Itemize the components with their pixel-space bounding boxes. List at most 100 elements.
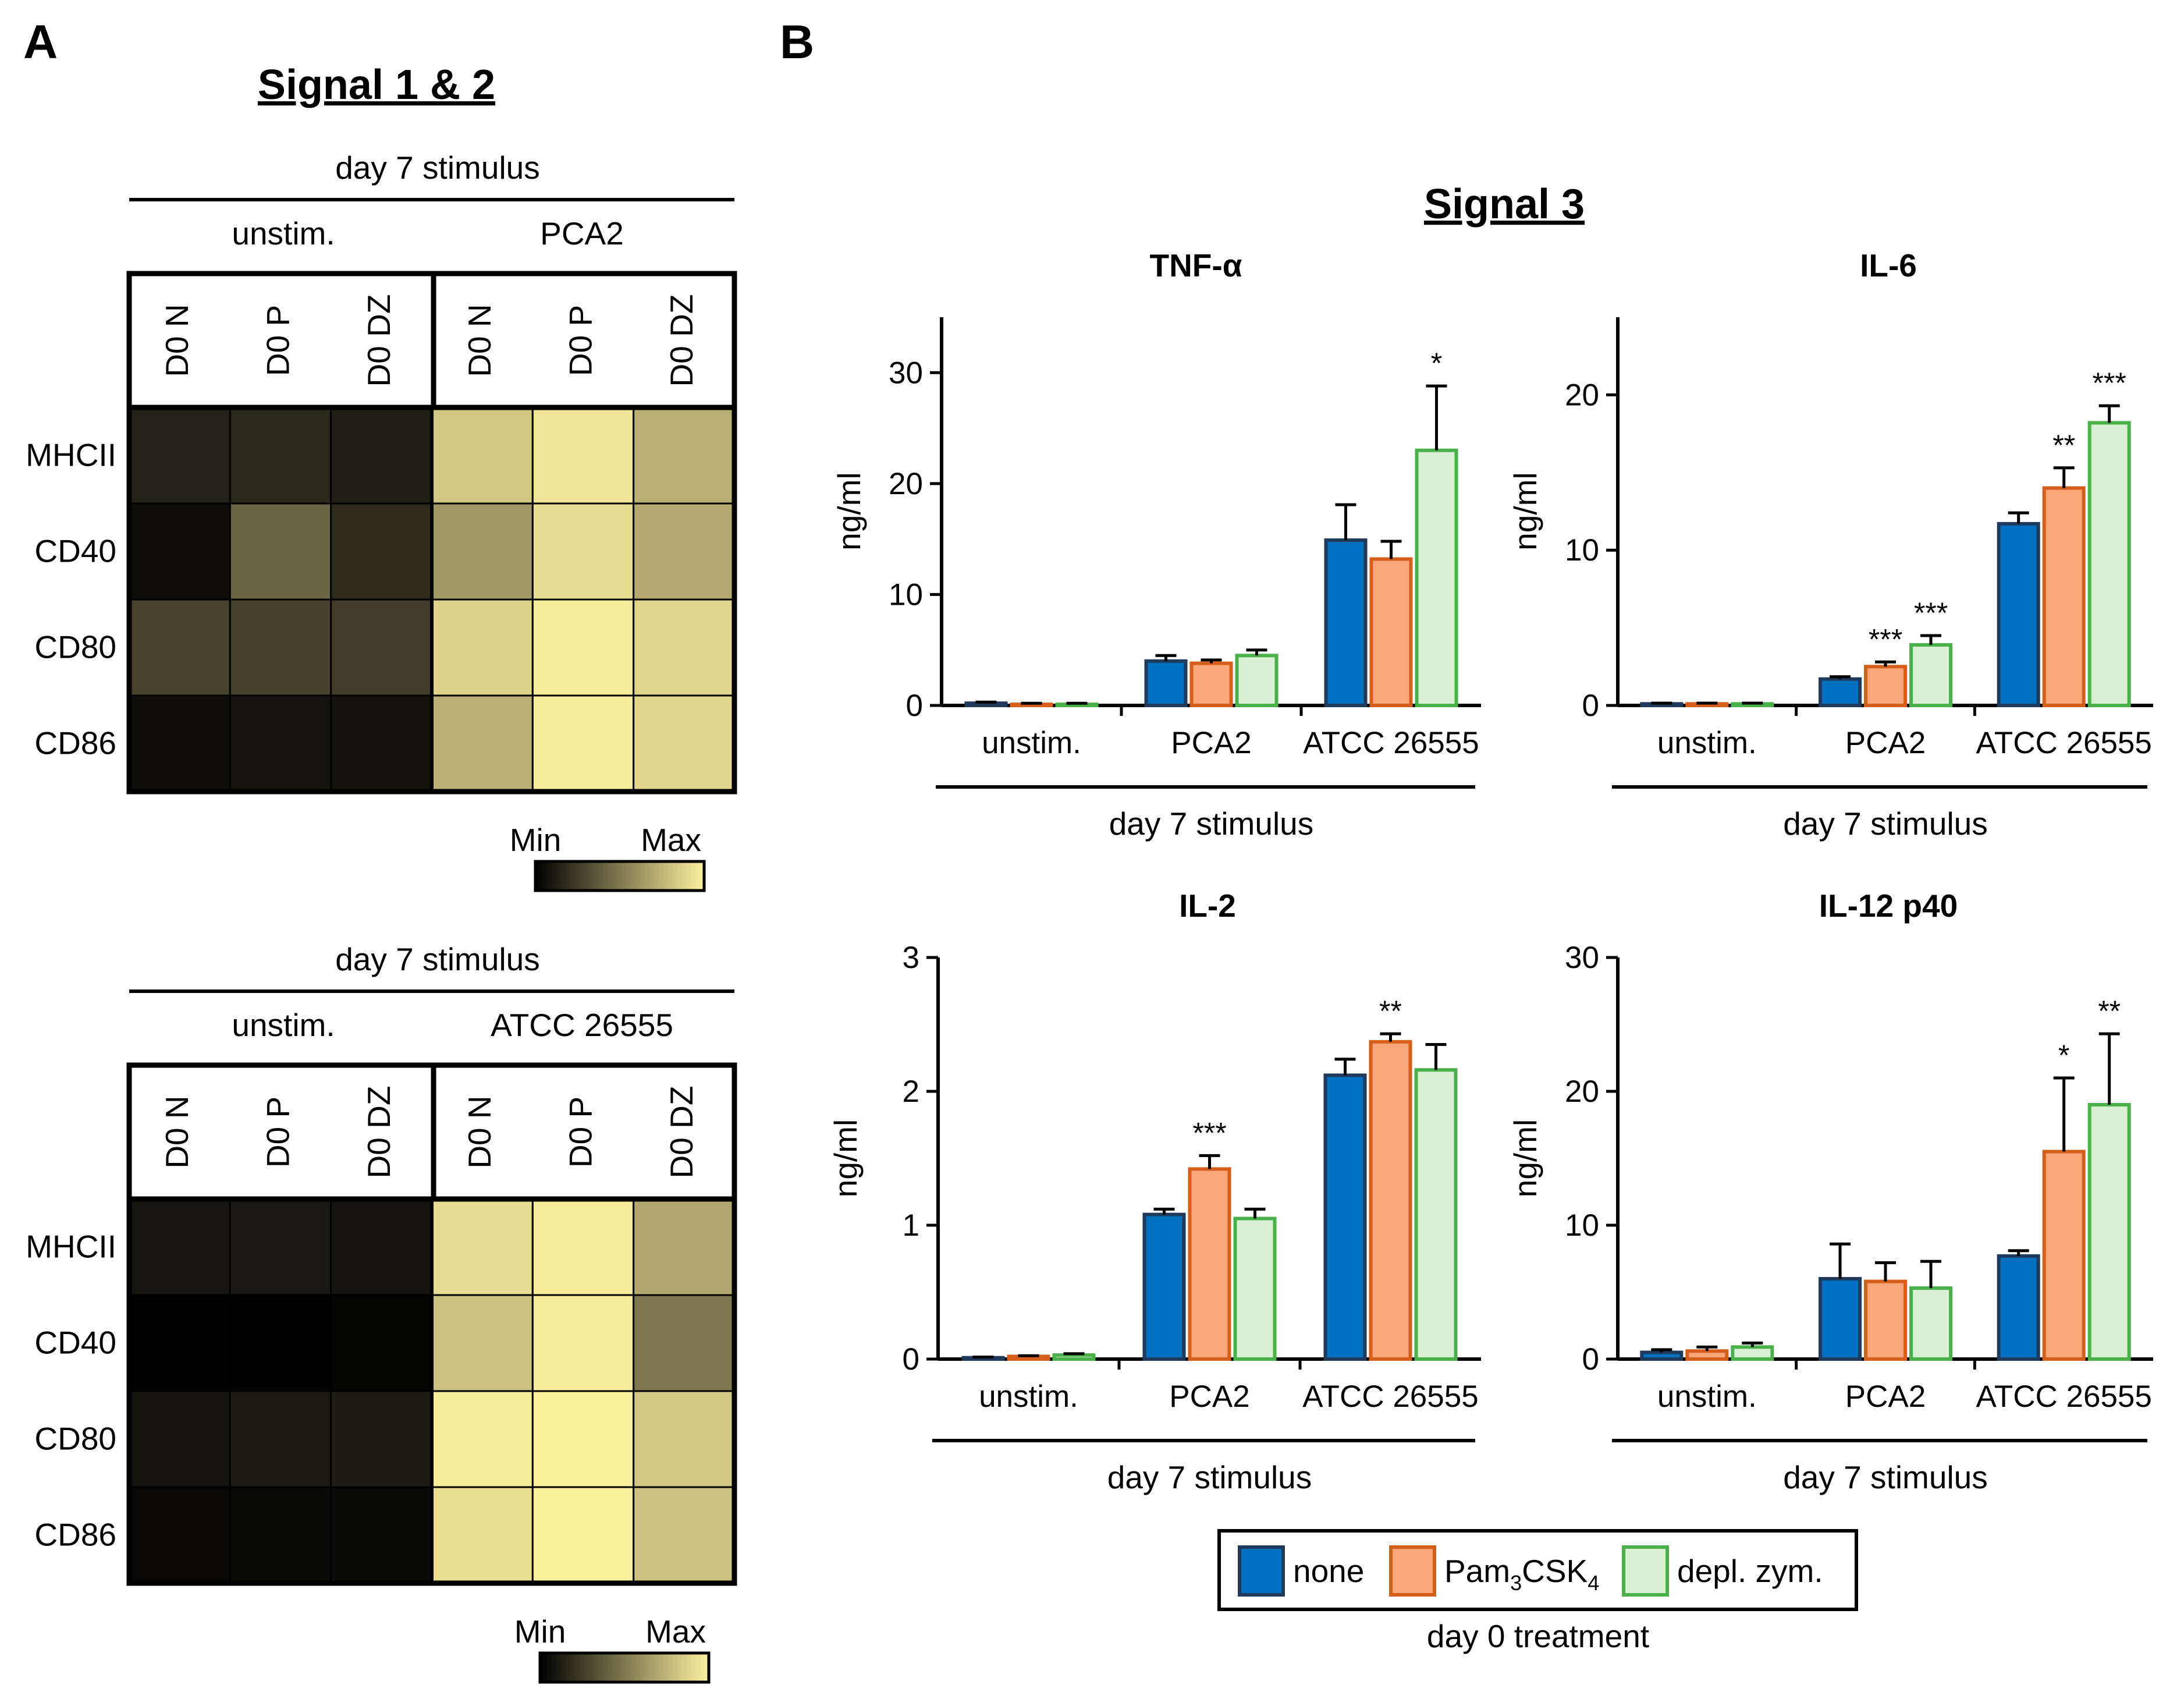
heatmap-cell bbox=[431, 1294, 534, 1392]
bar bbox=[1189, 661, 1233, 708]
colorbar bbox=[534, 860, 706, 892]
heatmap-row-label: CD40 bbox=[34, 533, 116, 569]
signal3-title: Signal 3 bbox=[1424, 181, 1585, 228]
y-tick-label: 10 bbox=[1565, 1208, 1599, 1243]
bar bbox=[1415, 448, 1458, 708]
heatmap-cell bbox=[633, 1486, 736, 1584]
significance-marker: *** bbox=[2092, 367, 2126, 399]
heatmap-cell bbox=[531, 406, 635, 505]
bar-chart-4: IL-12 p40 0 10 20 30 ng/ml unstim. PCA2 ATCC 265… bbox=[1507, 888, 2153, 1495]
panel-label-a: A bbox=[23, 16, 58, 69]
colorbar-max-label: Max bbox=[641, 822, 701, 858]
heatmap-cell bbox=[229, 694, 332, 793]
legend-box bbox=[1217, 1529, 1858, 1611]
heatmap-cell bbox=[633, 598, 736, 697]
heatmap-cell bbox=[128, 598, 231, 697]
heatmap-cell bbox=[531, 502, 635, 601]
heatmap-cell bbox=[229, 406, 332, 505]
legend-label-pam3csk4: Pam3CSK4 bbox=[1444, 1553, 1599, 1595]
heatmap-cell bbox=[128, 502, 231, 601]
y-axis-label: ng/ml bbox=[1507, 472, 1543, 551]
heatmap-row-label: CD86 bbox=[34, 1517, 116, 1553]
bar bbox=[1235, 654, 1279, 707]
heatmap-cell bbox=[633, 502, 736, 601]
x-tick-label: ATCC 26555 bbox=[1976, 726, 2151, 760]
significance-marker: *** bbox=[1192, 1116, 1226, 1149]
heatmap-column-label: D0 DZ bbox=[361, 1086, 397, 1179]
significance-marker: ** bbox=[2052, 429, 2075, 462]
legend-label-depl-zym: depl. zym. bbox=[1677, 1553, 1823, 1589]
heatmap-cell bbox=[229, 1198, 332, 1296]
bar bbox=[1052, 1353, 1096, 1361]
heatmap-cell bbox=[229, 1486, 332, 1584]
bar bbox=[1188, 1167, 1231, 1361]
y-tick-label: 0 bbox=[903, 1342, 919, 1377]
heatmap-cell bbox=[633, 406, 736, 505]
y-tick-label: 20 bbox=[1565, 378, 1599, 412]
heatmap-cell bbox=[431, 598, 534, 697]
chart-title: IL-2 bbox=[1179, 888, 1236, 924]
y-axis-label: ng/ml bbox=[1507, 1119, 1543, 1198]
y-tick-label: 30 bbox=[889, 356, 923, 390]
heatmap-cell bbox=[128, 1198, 231, 1296]
heatmap-column-label: D0 N bbox=[159, 1095, 195, 1168]
heatmap-cell bbox=[633, 1390, 736, 1488]
chart-title: IL-12 p40 bbox=[1819, 888, 1958, 924]
x-tick-label: unstim. bbox=[1657, 1379, 1757, 1414]
bar bbox=[1909, 1286, 1952, 1361]
heatmap-group-label: ATCC 26555 bbox=[491, 1007, 673, 1043]
colorbar-min-label: Min bbox=[510, 822, 562, 858]
heatmap-cell bbox=[431, 1198, 534, 1296]
heatmap-column-label: D0 DZ bbox=[663, 1086, 699, 1179]
x-tick-label: PCA2 bbox=[1169, 1379, 1249, 1414]
bar bbox=[1142, 1212, 1186, 1361]
heatmap-row-label: CD40 bbox=[34, 1325, 116, 1361]
heatmap-column-label: D0 N bbox=[159, 304, 195, 377]
significance-marker: ** bbox=[2098, 995, 2121, 1027]
heatmap-cell bbox=[330, 406, 433, 505]
y-tick-label: 0 bbox=[1582, 1342, 1599, 1377]
heatmap-cell bbox=[229, 502, 332, 601]
bar bbox=[1685, 1349, 1729, 1361]
heatmap-cell bbox=[431, 406, 534, 505]
y-axis-label: ng/ml bbox=[828, 1119, 864, 1198]
heatmap-title: day 7 stimulus bbox=[335, 941, 540, 977]
heatmap-column-label: D0 P bbox=[260, 1097, 296, 1168]
bar bbox=[2087, 1103, 2131, 1361]
bar bbox=[1414, 1068, 1458, 1361]
bar bbox=[1144, 659, 1188, 708]
heatmap-column-label: D0 P bbox=[563, 305, 599, 376]
x-axis-label: day 7 stimulus bbox=[1783, 806, 1988, 842]
heatmap-cell bbox=[330, 1486, 433, 1584]
y-tick-label: 1 bbox=[903, 1208, 919, 1243]
bar bbox=[2087, 421, 2131, 707]
significance-marker: * bbox=[2058, 1039, 2069, 1072]
bar bbox=[1864, 1279, 1907, 1361]
y-tick-label: 0 bbox=[1582, 689, 1599, 723]
legend-swatch-depl-zym bbox=[1622, 1545, 1669, 1597]
legend-label-none: none bbox=[1293, 1553, 1364, 1589]
heatmap-column-label: D0 DZ bbox=[663, 295, 699, 387]
bar bbox=[1819, 677, 1862, 708]
legend-swatch-none bbox=[1238, 1545, 1285, 1597]
heatmap-cell bbox=[128, 1486, 231, 1584]
heatmap-cell bbox=[128, 406, 231, 505]
heatmap-row-label: MHCII bbox=[26, 437, 116, 473]
significance-marker: * bbox=[1431, 347, 1442, 379]
y-tick-label: 20 bbox=[889, 467, 923, 501]
y-tick-label: 3 bbox=[903, 941, 919, 975]
heatmap-cell bbox=[229, 1390, 332, 1488]
heatmap-column-label: D0 N bbox=[461, 304, 498, 377]
heatmap-column-label: D0 DZ bbox=[361, 295, 397, 387]
bar bbox=[1997, 1254, 2040, 1361]
panel-label-b: B bbox=[780, 16, 814, 69]
x-tick-label: unstim. bbox=[982, 726, 1081, 760]
heatmap-row-label: CD80 bbox=[34, 1421, 116, 1457]
heatmap-cell bbox=[633, 1198, 736, 1296]
heatmap-row-label: CD86 bbox=[34, 725, 116, 761]
heatmap-cell bbox=[330, 502, 433, 601]
heatmap-cell bbox=[531, 1294, 635, 1392]
